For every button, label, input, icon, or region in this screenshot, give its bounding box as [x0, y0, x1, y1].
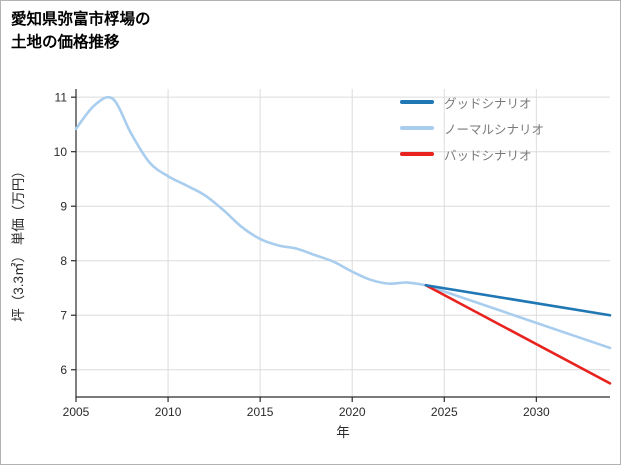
- normal-scenario-line-swatch: [400, 126, 434, 130]
- chart-title: 愛知県弥富市桴場の 土地の価格推移: [11, 8, 151, 55]
- x-tick-label: 2005: [63, 405, 90, 419]
- legend-label-good-scenario: グッドシナリオ: [444, 96, 532, 111]
- y-axis-label: 坪（3.3㎡） 単価（万円）: [11, 164, 26, 322]
- legend-item-good-scenario: グッドシナリオ: [400, 94, 544, 111]
- x-tick-label: 2010: [155, 405, 182, 419]
- x-axis-label: 年: [336, 425, 350, 440]
- chart-title-line1: 愛知県弥富市桴場の: [11, 11, 151, 28]
- x-tick-label: 2025: [431, 405, 458, 419]
- chart-title-line2: 土地の価格推移: [11, 34, 120, 52]
- price-history-line: [74, 95, 428, 287]
- normal-scenario-line: [424, 283, 612, 350]
- y-tick-label: 6: [60, 363, 67, 377]
- legend-label-normal-scenario: ノーマルシナリオ: [444, 122, 545, 137]
- good-scenario-line: [424, 283, 612, 317]
- chart-legend: グッドシナリオ ノーマルシナリオ バッドシナリオ: [400, 94, 545, 163]
- y-tick-label: 7: [60, 309, 67, 323]
- x-tick-label: 2020: [339, 405, 366, 419]
- x-tick-label: 2015: [247, 405, 274, 419]
- legend-item-bad-scenario: バッドシナリオ: [400, 146, 544, 163]
- bad-scenario-line-swatch: [400, 152, 434, 156]
- legend-label-bad-scenario: バッドシナリオ: [444, 148, 532, 163]
- y-tick-label: 10: [54, 145, 68, 159]
- bad-scenario-line: [424, 283, 612, 385]
- legend-item-normal-scenario: ノーマルシナリオ: [400, 120, 545, 137]
- good-scenario-line-swatch: [400, 100, 434, 104]
- y-tick-label: 11: [55, 91, 68, 105]
- y-tick-label: 8: [60, 254, 67, 268]
- x-tick-label: 2030: [523, 405, 550, 419]
- y-tick-label: 9: [60, 200, 67, 214]
